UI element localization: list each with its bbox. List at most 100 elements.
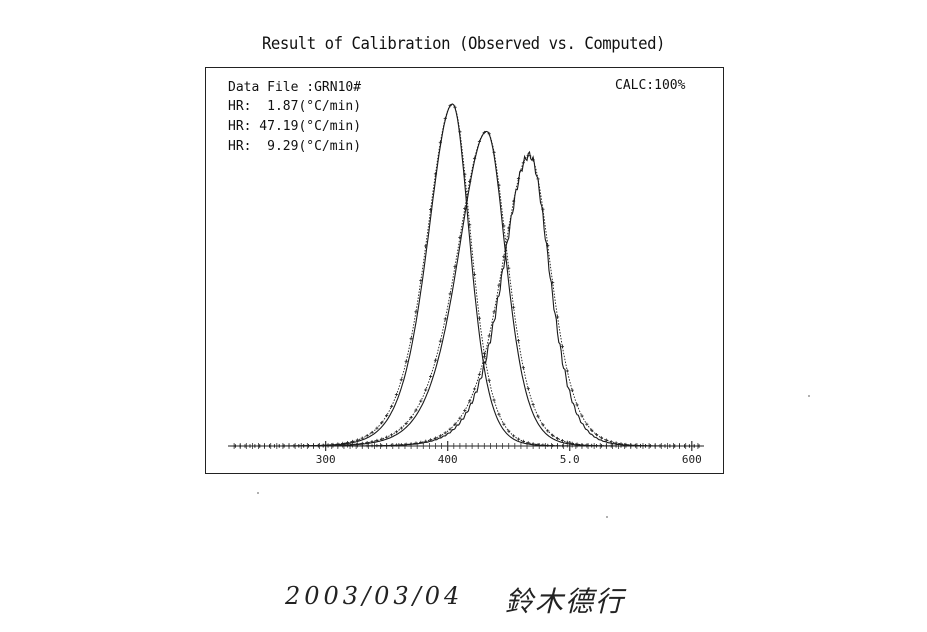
data-point-marker (482, 351, 486, 355)
data-point-marker (419, 399, 423, 403)
data-point-marker (404, 421, 408, 425)
data-point-marker (585, 443, 589, 447)
data-point-marker (658, 444, 662, 448)
data-point-marker (677, 444, 682, 448)
data-point-marker (526, 154, 530, 158)
data-point-marker (536, 414, 540, 418)
data-point-marker (414, 408, 418, 412)
data-point-marker (253, 444, 257, 448)
data-point-marker (419, 279, 423, 283)
data-point-marker (404, 359, 408, 363)
data-point-marker (472, 272, 477, 277)
data-point-marker (487, 132, 491, 136)
data-point-marker (341, 444, 345, 448)
computed-curve-2 (230, 130, 702, 447)
data-point-marker (541, 207, 545, 211)
data-point-marker (458, 416, 462, 420)
data-point-marker (453, 264, 457, 268)
data-point-marker (429, 438, 433, 442)
x-tick-labels: 300 400 5.0 600 (316, 453, 702, 466)
data-point-marker (399, 426, 403, 430)
data-point-marker (365, 444, 369, 448)
data-point-marker (385, 443, 389, 447)
data-point-marker (502, 224, 506, 228)
data-point-marker (399, 378, 403, 382)
data-point-marker (316, 444, 320, 448)
data-point-marker (599, 436, 604, 440)
data-point-marker (394, 430, 399, 434)
computed-curve-1 (230, 103, 702, 447)
data-point-marker (346, 444, 350, 448)
data-point-marker (536, 442, 540, 447)
data-point-marker (375, 426, 379, 430)
observed-curve-1 (230, 103, 702, 447)
data-point-marker (575, 442, 579, 446)
data-point-marker (516, 437, 521, 441)
x-tick-label: 600 (682, 453, 702, 466)
data-point-marker (389, 433, 394, 437)
data-point-marker (512, 434, 516, 438)
data-point-marker (560, 439, 565, 443)
data-point-marker (389, 443, 394, 447)
data-point-marker (492, 310, 496, 314)
data-point-marker (326, 444, 330, 448)
data-point-marker (463, 172, 467, 176)
data-point-marker (687, 444, 691, 448)
data-point-marker (463, 408, 467, 413)
data-point-marker (507, 266, 511, 270)
data-point-marker (394, 392, 399, 397)
data-point-marker (692, 444, 696, 448)
data-point-marker (512, 305, 516, 309)
chart-title: Result of Calibration (Observed vs. Comp… (261, 34, 666, 54)
data-point-marker (551, 433, 555, 437)
data-point-marker (477, 316, 482, 320)
data-point-marker (380, 443, 384, 448)
data-point-marker (536, 177, 540, 181)
data-point-marker (624, 442, 628, 447)
data-point-marker (297, 444, 301, 448)
data-point-marker (599, 444, 604, 448)
data-point-marker (258, 444, 262, 448)
data-point-marker (399, 443, 403, 447)
data-point-marker (570, 441, 574, 445)
data-point-marker (453, 422, 457, 426)
data-point-marker (385, 435, 389, 439)
data-point-marker (443, 431, 447, 435)
data-point-marker (414, 310, 418, 314)
data-point-marker (594, 443, 599, 448)
data-point-marker (590, 443, 594, 447)
data-point-marker (336, 444, 340, 448)
data-point-marker (580, 414, 584, 418)
data-point-marker (492, 150, 496, 154)
data-point-marker (521, 439, 525, 443)
data-point-marker (404, 442, 408, 446)
data-point-marker (443, 317, 447, 321)
data-point-marker (487, 334, 491, 338)
data-point-marker (497, 283, 501, 287)
x-tick-label: 400 (438, 453, 458, 466)
data-point-marker (292, 444, 296, 448)
data-point-marker (516, 176, 521, 181)
data-point-marker (370, 444, 374, 448)
hr-line-3: HR: 9.29(°C/min) (228, 139, 362, 154)
data-point-marker (546, 429, 550, 433)
data-point-marker (263, 444, 267, 448)
data-point-marker (267, 444, 272, 448)
data-point-marker (590, 428, 594, 432)
data-point-marker (565, 444, 569, 448)
data-file-label: Data File :GRN10# (228, 80, 362, 95)
data-point-marker (614, 444, 618, 448)
data-point-marker (609, 444, 613, 448)
data-point-marker (697, 444, 701, 448)
data-point-marker (604, 444, 608, 448)
handwritten-name: 鈴木德行 (505, 585, 626, 618)
data-point-marker (575, 403, 579, 407)
data-point-marker (507, 226, 511, 230)
data-point-marker (331, 444, 335, 448)
data-point-marker (526, 441, 530, 445)
data-point-marker (526, 387, 530, 391)
x-tick-label: 5.0 (560, 453, 580, 466)
data-point-marker (541, 423, 545, 427)
data-point-marker (287, 444, 291, 448)
data-point-marker (629, 443, 633, 447)
